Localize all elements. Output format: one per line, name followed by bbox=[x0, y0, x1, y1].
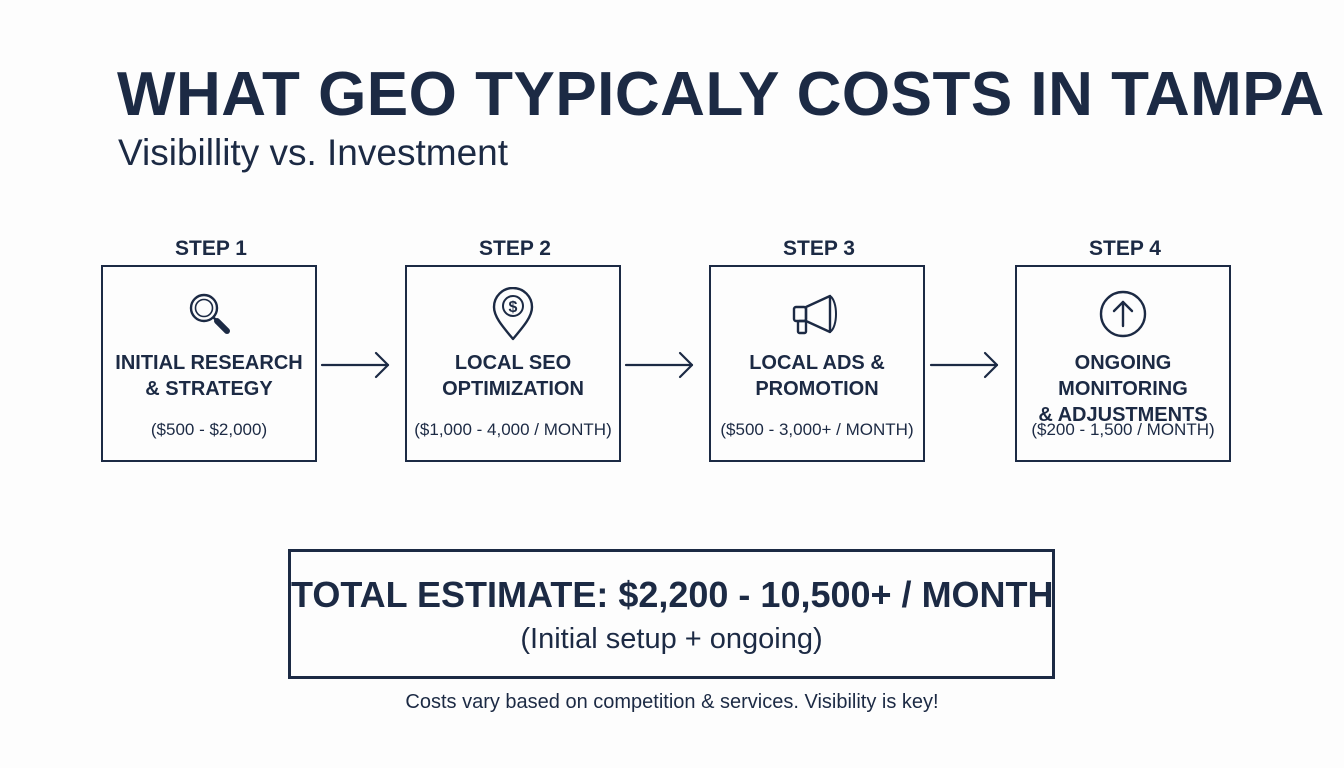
svg-text:$: $ bbox=[509, 299, 518, 316]
page-title: WHAT GEO TYPICALY COSTS IN TAMPA bbox=[117, 60, 1325, 129]
step-2-cost: ($1,000 - 4,000 / MONTH) bbox=[414, 420, 612, 439]
step-4-box: ONGOING MONITORING & ADJUSTMENTS ($200 -… bbox=[1015, 265, 1231, 462]
step-4-label: STEP 4 bbox=[1089, 237, 1161, 260]
arrow-right-icon bbox=[624, 350, 696, 380]
total-estimate-text: TOTAL ESTIMATE: $2,200 - 10,500+ / MONTH bbox=[291, 574, 1054, 615]
step-1-label: STEP 1 bbox=[175, 237, 247, 260]
step-1-box: INITIAL RESEARCH & STRATEGY ($500 - $2,0… bbox=[101, 265, 317, 462]
step-2-name: LOCAL SEO OPTIMIZATION bbox=[442, 352, 584, 400]
arrow-right-icon bbox=[320, 350, 392, 380]
step-1-name: INITIAL RESEARCH & STRATEGY bbox=[115, 352, 303, 400]
total-estimate-box: TOTAL ESTIMATE: $2,200 - 10,500+ / MONTH… bbox=[288, 549, 1055, 679]
total-estimate-note: (Initial setup + ongoing) bbox=[520, 623, 823, 655]
step-3-label: STEP 3 bbox=[783, 237, 855, 260]
dollar-location-pin-icon: $ bbox=[486, 287, 540, 341]
circle-up-arrow-icon bbox=[1096, 287, 1150, 341]
step-4-name: ONGOING MONITORING & ADJUSTMENTS bbox=[1038, 352, 1208, 426]
step-4-cost: ($200 - 1,500 / MONTH) bbox=[1031, 420, 1215, 439]
step-3-name: LOCAL ADS & PROMOTION bbox=[749, 352, 885, 400]
magnifier-icon bbox=[182, 287, 236, 341]
step-2-label: STEP 2 bbox=[479, 237, 551, 260]
step-1-cost: ($500 - $2,000) bbox=[150, 420, 268, 439]
page-subtitle: Visibillity vs. Investment bbox=[118, 132, 508, 173]
megaphone-icon bbox=[790, 287, 844, 341]
arrow-right-icon bbox=[929, 350, 1001, 380]
step-3-box: LOCAL ADS & PROMOTION ($500 - 3,000+ / M… bbox=[709, 265, 925, 462]
step-3-cost: ($500 - 3,000+ / MONTH) bbox=[720, 420, 914, 439]
footer-note: Costs vary based on competition & servic… bbox=[405, 691, 939, 713]
step-2-box: $ LOCAL SEO OPTIMIZATION ($1,000 - 4,000… bbox=[405, 265, 621, 462]
